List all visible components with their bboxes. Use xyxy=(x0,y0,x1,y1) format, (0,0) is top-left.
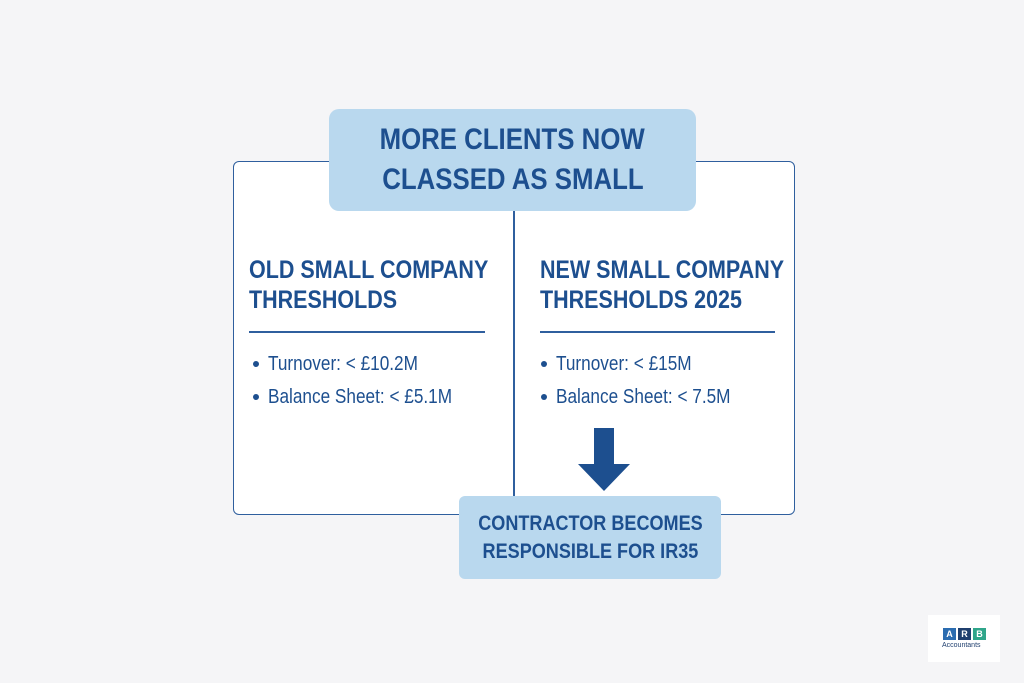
arrow-shape xyxy=(578,428,630,491)
result-line: CONTRACTOR BECOMES xyxy=(459,510,721,538)
logo: A R B Accountants xyxy=(928,615,1000,662)
banner-text: CLASSED AS SMALL xyxy=(381,163,644,196)
title-text: THRESHOLDS 2025 xyxy=(540,286,742,314)
title-line: THRESHOLDS 2025 xyxy=(540,285,824,315)
banner-line: MORE CLIENTS NOW xyxy=(329,120,696,160)
item-text: Balance Sheet: < £5.1M xyxy=(268,386,453,408)
logo-letter: B xyxy=(973,628,986,640)
bullet xyxy=(541,361,547,367)
logo-letter: A xyxy=(943,628,956,640)
panel-title: NEW SMALL COMPANY THRESHOLDS 2025 xyxy=(540,255,824,315)
banner-line: CLASSED AS SMALL xyxy=(329,160,696,200)
banner: MORE CLIENTS NOW CLASSED AS SMALL xyxy=(329,109,696,211)
item: Balance Sheet: < £5.1M xyxy=(268,385,482,409)
rule xyxy=(540,331,775,333)
bullet xyxy=(253,361,259,367)
logo-name: Accountants xyxy=(942,642,981,649)
result-text: RESPONSIBLE FOR IR35 xyxy=(482,540,698,563)
item-text: Turnover: < £15M xyxy=(556,353,692,375)
banner-text: MORE CLIENTS NOW xyxy=(379,123,646,156)
result-box: CONTRACTOR BECOMES RESPONSIBLE FOR IR35 xyxy=(459,496,721,579)
item: Balance Sheet: < 7.5M xyxy=(556,385,759,409)
bullet xyxy=(253,394,259,400)
result-text: CONTRACTOR BECOMES xyxy=(477,512,703,535)
title-line: THRESHOLDS xyxy=(249,285,527,315)
title-text: NEW SMALL COMPANY xyxy=(540,256,785,284)
title-text: OLD SMALL COMPANY xyxy=(249,256,489,284)
item: Turnover: < £10.2M xyxy=(268,352,442,376)
title-line: NEW SMALL COMPANY xyxy=(540,255,824,285)
item-text: Turnover: < £10.2M xyxy=(268,353,418,375)
result-line: RESPONSIBLE FOR IR35 xyxy=(459,538,721,566)
item: Turnover: < £15M xyxy=(556,352,714,376)
logo-letter: R xyxy=(958,628,971,640)
item-text: Balance Sheet: < 7.5M xyxy=(556,386,731,408)
divider xyxy=(513,162,515,514)
title-text: THRESHOLDS xyxy=(249,286,398,314)
bullet xyxy=(541,394,547,400)
rule xyxy=(249,331,485,333)
panel-title: OLD SMALL COMPANY THRESHOLDS xyxy=(249,255,527,315)
title-line: OLD SMALL COMPANY xyxy=(249,255,527,285)
arrow xyxy=(578,428,630,491)
